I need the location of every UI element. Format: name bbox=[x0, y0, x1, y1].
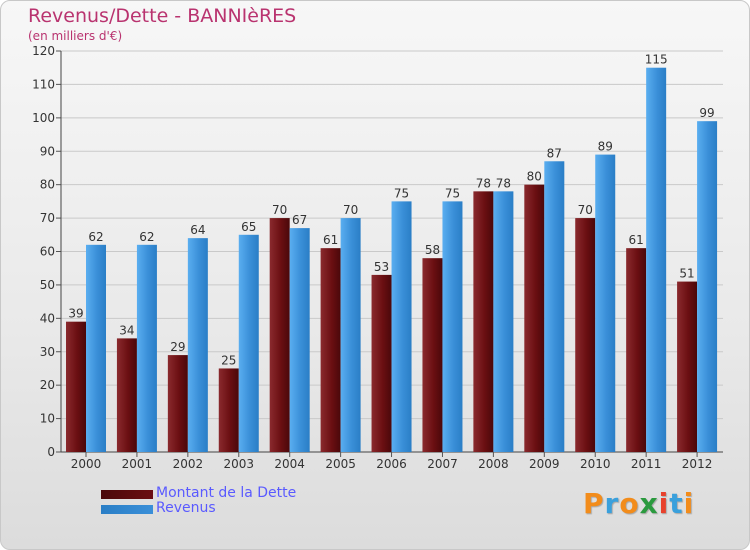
bar-dette bbox=[167, 355, 188, 452]
bars bbox=[66, 67, 718, 453]
x-tick-label: 2010 bbox=[580, 457, 611, 471]
data-label: 51 bbox=[679, 267, 694, 281]
y-tick-label: 10 bbox=[40, 412, 55, 426]
bar-dette bbox=[575, 218, 596, 452]
chart-subtitle: (en milliers d'€) bbox=[28, 29, 123, 43]
y-tick-label: 70 bbox=[40, 211, 55, 225]
x-tick-label: 2007 bbox=[427, 457, 458, 471]
chart-title: Revenus/Dette - BANNIèRES bbox=[28, 5, 297, 27]
x-tick-label: 2003 bbox=[223, 457, 254, 471]
bar-dette bbox=[218, 368, 239, 452]
logo-letter: r bbox=[604, 487, 620, 520]
bar-revenus bbox=[595, 154, 616, 452]
bar-revenus bbox=[238, 234, 259, 452]
legend-swatch-dette bbox=[101, 490, 153, 499]
bar-dette bbox=[269, 218, 290, 452]
bar-dette bbox=[677, 281, 698, 452]
logo-letter: o bbox=[619, 487, 640, 520]
logo-letter: x bbox=[639, 487, 659, 520]
y-tick-label: 100 bbox=[32, 111, 55, 125]
bar-dette bbox=[66, 321, 86, 452]
data-label: 65 bbox=[241, 220, 256, 234]
data-label: 87 bbox=[547, 146, 562, 160]
data-label: 34 bbox=[119, 323, 134, 337]
bar-dette bbox=[320, 248, 341, 452]
data-label: 64 bbox=[190, 223, 205, 237]
bar-dette bbox=[422, 258, 443, 452]
y-tick-label: 50 bbox=[40, 278, 55, 292]
bar-dette bbox=[116, 338, 137, 452]
bar-revenus bbox=[86, 244, 106, 452]
logo-letter: i bbox=[658, 487, 670, 520]
data-label: 75 bbox=[445, 186, 460, 200]
logo-letter: i bbox=[683, 487, 695, 520]
logo-letter: t bbox=[669, 487, 684, 520]
data-label: 75 bbox=[394, 186, 409, 200]
bar-dette bbox=[524, 184, 545, 452]
bar-revenus bbox=[646, 67, 667, 452]
data-label: 89 bbox=[598, 140, 613, 154]
data-label: 115 bbox=[645, 53, 668, 67]
data-label: 61 bbox=[323, 233, 338, 247]
axes: 0 10 20 30 40 50 60 70 80 90 100 110 120 2000 2001 2002… bbox=[32, 44, 723, 471]
bar-revenus bbox=[493, 191, 514, 452]
x-tick-label: 2005 bbox=[325, 457, 356, 471]
data-label: 80 bbox=[527, 170, 542, 184]
y-tick-label: 60 bbox=[40, 245, 55, 259]
data-label: 78 bbox=[496, 176, 511, 190]
x-tick-label: 2002 bbox=[173, 457, 204, 471]
bar-revenus bbox=[289, 228, 310, 452]
data-label: 61 bbox=[629, 233, 644, 247]
x-tick-label: 2012 bbox=[682, 457, 713, 471]
y-tick-label: 0 bbox=[47, 445, 55, 459]
y-tick-label: 90 bbox=[40, 144, 55, 158]
bar-revenus bbox=[187, 238, 208, 452]
data-labels: 39 62 34 62 29 64 25 65 70 67 61 70 53 75 58 75 78 78 80 87… bbox=[68, 53, 714, 368]
data-label: 58 bbox=[425, 243, 440, 257]
logo-letter: P bbox=[583, 487, 605, 520]
x-tick-label: 2009 bbox=[529, 457, 560, 471]
data-label: 25 bbox=[221, 353, 236, 367]
y-tick-label: 20 bbox=[40, 378, 55, 392]
legend-label-dette: Montant de la Dette bbox=[156, 485, 297, 501]
legend-label-revenus: Revenus bbox=[156, 500, 216, 516]
y-tick-label: 80 bbox=[40, 178, 55, 192]
proxiti-logo: Proxiti bbox=[583, 487, 694, 520]
data-label: 70 bbox=[578, 203, 593, 217]
y-tick-label: 40 bbox=[40, 311, 55, 325]
y-tick-label: 120 bbox=[32, 44, 55, 58]
data-label: 70 bbox=[343, 203, 358, 217]
x-tick-label: 2001 bbox=[122, 457, 153, 471]
x-tick-label: 2006 bbox=[376, 457, 407, 471]
data-label: 29 bbox=[170, 340, 185, 354]
bar-revenus bbox=[391, 201, 412, 452]
data-label: 53 bbox=[374, 260, 389, 274]
bar-dette bbox=[473, 191, 494, 452]
bar-dette bbox=[626, 248, 647, 452]
data-label: 67 bbox=[292, 213, 307, 227]
data-label: 78 bbox=[476, 176, 491, 190]
bar-dette bbox=[371, 274, 392, 452]
data-label: 62 bbox=[88, 230, 103, 244]
bar-revenus bbox=[697, 121, 718, 453]
data-label: 70 bbox=[272, 203, 287, 217]
bar-revenus bbox=[340, 218, 361, 452]
x-tick-label: 2004 bbox=[274, 457, 305, 471]
data-label: 99 bbox=[699, 106, 714, 120]
x-tick-label: 2000 bbox=[71, 457, 102, 471]
bar-revenus bbox=[442, 201, 463, 452]
bar-revenus bbox=[136, 244, 157, 452]
bar-revenus bbox=[544, 161, 565, 452]
x-tick-label: 2008 bbox=[478, 457, 509, 471]
y-tick-label: 110 bbox=[32, 77, 55, 91]
legend-swatch-revenus bbox=[101, 505, 153, 514]
data-label: 39 bbox=[68, 307, 83, 321]
x-tick-label: 2011 bbox=[631, 457, 662, 471]
y-tick-label: 30 bbox=[40, 345, 55, 359]
data-label: 62 bbox=[139, 230, 154, 244]
